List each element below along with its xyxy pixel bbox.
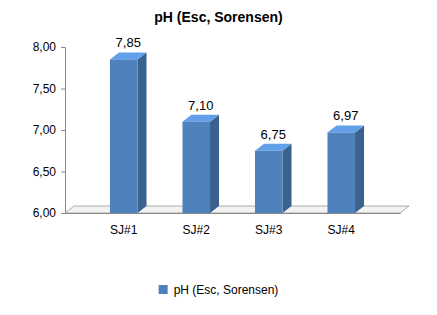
bar-group xyxy=(255,144,292,213)
y-tick-label: 7,00 xyxy=(33,123,57,137)
y-axis: 6,00 6,50 7,00 7,50 8,00 xyxy=(33,40,66,220)
bar xyxy=(110,59,138,213)
x-tick-label: SJ#1 xyxy=(110,223,138,237)
y-tick-mark xyxy=(61,172,65,173)
x-axis-line xyxy=(66,213,401,214)
y-tick-mark xyxy=(61,213,65,214)
x-tick: SJ#4 xyxy=(328,213,356,237)
bars xyxy=(110,52,364,213)
bar-top xyxy=(255,144,292,151)
x-tick-label: SJ#3 xyxy=(255,223,283,237)
legend: pH (Esc, Sorensen) xyxy=(159,283,279,297)
y-tick: 7,50 xyxy=(33,82,65,96)
legend-label: pH (Esc, Sorensen) xyxy=(174,283,279,297)
y-tick-mark xyxy=(61,130,65,131)
y-tick: 8,00 xyxy=(33,40,65,54)
bar-group xyxy=(110,52,147,213)
bar xyxy=(255,151,283,213)
x-tick-label: SJ#2 xyxy=(183,223,211,237)
y-tick: 6,50 xyxy=(33,165,65,179)
bar xyxy=(182,122,210,213)
bar-group xyxy=(182,115,219,213)
chart: pH (Esc, Sorensen) 6,00 6,50 7,00 7,50 8,00 SJ… xyxy=(0,0,437,315)
data-label: 6,97 xyxy=(333,108,358,123)
bar xyxy=(327,132,355,213)
x-tick: SJ#1 xyxy=(110,213,138,237)
y-tick-label: 6,50 xyxy=(33,165,57,179)
y-tick-mark xyxy=(61,47,65,48)
y-axis-line xyxy=(61,48,66,214)
y-tick: 6,00 xyxy=(33,206,65,220)
legend-swatch xyxy=(159,285,168,294)
bar-side xyxy=(138,52,147,213)
data-labels: 7,85 7,10 6,75 6,97 xyxy=(116,35,359,141)
y-tick-mark xyxy=(61,89,65,90)
bar-top xyxy=(110,52,147,59)
y-tick-label: 8,00 xyxy=(33,40,57,54)
y-tick: 7,00 xyxy=(33,123,65,137)
bar-side xyxy=(283,144,292,213)
data-label: 7,10 xyxy=(188,98,213,113)
x-tick: SJ#2 xyxy=(183,213,211,237)
data-label: 7,85 xyxy=(116,35,141,50)
x-tick: SJ#3 xyxy=(255,213,283,237)
bar-top xyxy=(182,115,219,122)
bar-side xyxy=(210,115,219,213)
title: pH (Esc, Sorensen) xyxy=(154,9,282,25)
y-tick-label: 6,00 xyxy=(33,206,57,220)
x-axis: SJ#1 SJ#2 SJ#3 SJ#4 xyxy=(66,213,401,237)
y-tick-label: 7,50 xyxy=(33,82,57,96)
data-label: 6,75 xyxy=(261,127,286,142)
bar-top xyxy=(327,125,364,132)
bar-side xyxy=(355,125,364,213)
bar-group xyxy=(327,125,364,213)
x-tick-label: SJ#4 xyxy=(328,223,356,237)
